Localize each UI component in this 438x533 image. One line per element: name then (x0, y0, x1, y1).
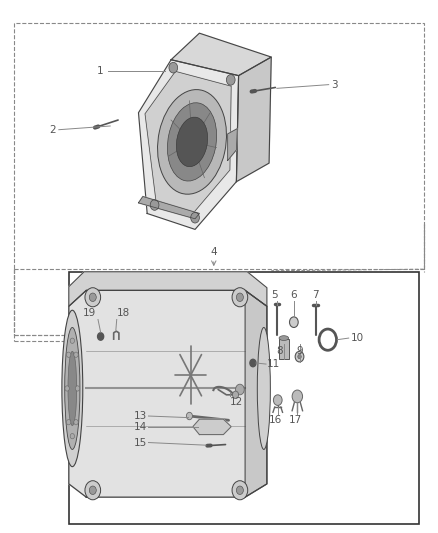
Text: 6: 6 (290, 290, 297, 300)
Polygon shape (245, 290, 267, 497)
Ellipse shape (257, 327, 270, 449)
Circle shape (233, 391, 239, 399)
Polygon shape (171, 33, 271, 76)
Ellipse shape (177, 117, 208, 167)
Text: 2: 2 (49, 125, 56, 135)
Text: 8: 8 (277, 346, 283, 356)
Polygon shape (193, 419, 231, 434)
Circle shape (237, 293, 244, 302)
Circle shape (89, 293, 96, 302)
Text: 7: 7 (312, 290, 319, 300)
Circle shape (67, 419, 71, 425)
Ellipse shape (167, 103, 217, 181)
Text: 11: 11 (267, 359, 280, 369)
Text: 4: 4 (211, 247, 217, 257)
Circle shape (237, 486, 244, 495)
Text: 18: 18 (117, 309, 130, 318)
Circle shape (298, 354, 301, 359)
Text: 5: 5 (272, 290, 278, 300)
Text: 16: 16 (269, 415, 282, 425)
Text: 1: 1 (97, 67, 104, 76)
Circle shape (65, 386, 69, 391)
Text: 13: 13 (134, 411, 147, 421)
Circle shape (85, 481, 101, 500)
Polygon shape (69, 272, 267, 306)
Circle shape (89, 486, 96, 495)
Polygon shape (138, 60, 239, 229)
Ellipse shape (65, 327, 80, 449)
Circle shape (74, 352, 78, 357)
Bar (279, 339, 289, 359)
Text: 19: 19 (83, 309, 96, 318)
Circle shape (150, 200, 159, 211)
Text: 17: 17 (289, 415, 302, 425)
Circle shape (232, 288, 248, 307)
Circle shape (292, 390, 303, 403)
Circle shape (70, 338, 74, 343)
Circle shape (226, 75, 235, 85)
Circle shape (295, 351, 304, 362)
Circle shape (70, 433, 74, 439)
Polygon shape (69, 290, 267, 497)
Ellipse shape (68, 351, 77, 425)
Polygon shape (228, 128, 237, 160)
Circle shape (74, 419, 78, 425)
Bar (14, 22, 424, 269)
Text: 14: 14 (134, 422, 147, 432)
Text: 10: 10 (350, 333, 364, 343)
Circle shape (273, 395, 282, 406)
Polygon shape (145, 71, 231, 214)
Text: 9: 9 (296, 346, 303, 356)
Ellipse shape (158, 90, 226, 194)
Circle shape (85, 288, 101, 307)
Text: 12: 12 (230, 398, 243, 407)
Polygon shape (237, 57, 271, 182)
Text: 3: 3 (331, 79, 338, 90)
Circle shape (98, 333, 104, 340)
Text: 15: 15 (134, 438, 147, 448)
Bar (69, 272, 419, 523)
Circle shape (290, 317, 298, 327)
Circle shape (169, 62, 178, 73)
Circle shape (191, 213, 199, 223)
Ellipse shape (62, 310, 83, 467)
Circle shape (67, 352, 71, 357)
Ellipse shape (279, 336, 289, 341)
Circle shape (232, 481, 248, 500)
Polygon shape (138, 197, 199, 219)
Circle shape (75, 386, 80, 391)
Circle shape (236, 384, 244, 395)
Circle shape (250, 359, 256, 367)
Circle shape (186, 413, 192, 419)
